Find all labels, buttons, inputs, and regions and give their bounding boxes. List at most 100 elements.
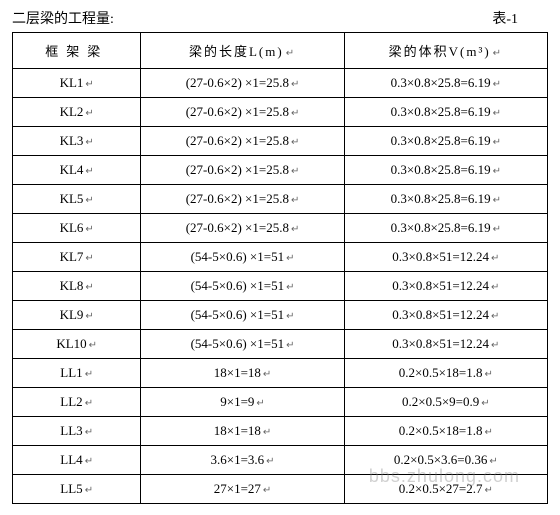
return-icon: ↵ [493, 166, 501, 177]
cell-text: LL4 [60, 452, 82, 467]
cell-text: 18×1=18 [214, 365, 261, 380]
return-icon: ↵ [493, 137, 501, 148]
cell-text: 0.3×0.8×25.8=6.19 [391, 191, 491, 206]
return-icon: ↵ [286, 340, 294, 351]
cell-text: (27-0.6×2) ×1=25.8 [186, 104, 289, 119]
table-row: KL7↵(54-5×0.6) ×1=51↵0.3×0.8×51=12.24↵ [13, 243, 548, 272]
return-icon: ↵ [493, 195, 501, 206]
table-row: LL1↵18×1=18↵0.2×0.5×18=1.8↵ [13, 359, 548, 388]
return-icon: ↵ [291, 79, 299, 90]
return-icon: ↵ [85, 456, 93, 467]
cell-beam: LL4↵ [13, 446, 141, 475]
cell-length: (54-5×0.6) ×1=51↵ [141, 272, 344, 301]
cell-text: KL6 [60, 220, 84, 235]
cell-text: 18×1=18 [214, 423, 261, 438]
table-row: KL5↵(27-0.6×2) ×1=25.8↵0.3×0.8×25.8=6.19… [13, 185, 548, 214]
return-icon: ↵ [291, 195, 299, 206]
table-row: KL1↵(27-0.6×2) ×1=25.8↵0.3×0.8×25.8=6.19… [13, 69, 548, 98]
cell-length: 9×1=9↵ [141, 388, 344, 417]
return-icon: ↵ [493, 79, 501, 90]
table-header-row: 框架梁 梁的长度L(m)↵ 梁的体积V(m³)↵ [13, 33, 548, 69]
return-icon: ↵ [85, 137, 93, 148]
cell-length: 18×1=18↵ [141, 359, 344, 388]
cell-volume: 0.3×0.8×25.8=6.19↵ [344, 127, 547, 156]
cell-volume: 0.3×0.8×25.8=6.19↵ [344, 156, 547, 185]
cell-text: KL9 [60, 307, 84, 322]
return-icon: ↵ [263, 369, 271, 380]
table-row: KL10↵(54-5×0.6) ×1=51↵0.3×0.8×51=12.24↵ [13, 330, 548, 359]
cell-text: 0.2×0.5×18=1.8 [399, 423, 483, 438]
cell-text: KL1 [60, 75, 84, 90]
cell-length: (54-5×0.6) ×1=51↵ [141, 330, 344, 359]
cell-text: (27-0.6×2) ×1=25.8 [186, 133, 289, 148]
cell-text: (27-0.6×2) ×1=25.8 [186, 191, 289, 206]
col-header-beam-text: 框架梁 [45, 44, 108, 59]
cell-text: 0.2×0.5×18=1.8 [399, 365, 483, 380]
cell-volume: 0.3×0.8×25.8=6.19↵ [344, 98, 547, 127]
cell-text: (54-5×0.6) ×1=51 [191, 336, 284, 351]
return-icon: ↵ [291, 137, 299, 148]
cell-beam: KL8↵ [13, 272, 141, 301]
cell-text: (54-5×0.6) ×1=51 [191, 278, 284, 293]
col-header-length: 梁的长度L(m)↵ [141, 33, 344, 69]
return-icon: ↵ [489, 456, 497, 467]
table-row: KL6↵(27-0.6×2) ×1=25.8↵0.3×0.8×25.8=6.19… [13, 214, 548, 243]
return-icon: ↵ [493, 48, 503, 59]
return-icon: ↵ [481, 398, 489, 409]
cell-length: (27-0.6×2) ×1=25.8↵ [141, 214, 344, 243]
cell-volume: 0.3×0.8×25.8=6.19↵ [344, 214, 547, 243]
return-icon: ↵ [485, 485, 493, 496]
return-icon: ↵ [263, 427, 271, 438]
cell-beam: LL3↵ [13, 417, 141, 446]
return-icon: ↵ [286, 311, 294, 322]
cell-text: 0.3×0.8×25.8=6.19 [391, 220, 491, 235]
return-icon: ↵ [491, 282, 499, 293]
col-header-length-text: 梁的长度L(m) [189, 44, 284, 59]
cell-length: 3.6×1=3.6↵ [141, 446, 344, 475]
cell-text: (27-0.6×2) ×1=25.8 [186, 75, 289, 90]
cell-text: KL4 [60, 162, 84, 177]
cell-volume: 0.2×0.5×9=0.9↵ [344, 388, 547, 417]
cell-volume: 0.3×0.8×51=12.24↵ [344, 243, 547, 272]
return-icon: ↵ [85, 282, 93, 293]
cell-length: (27-0.6×2) ×1=25.8↵ [141, 127, 344, 156]
col-header-volume-text: 梁的体积V(m³) [389, 44, 491, 59]
cell-length: (54-5×0.6) ×1=51↵ [141, 301, 344, 330]
page-title: 二层梁的工程量: [12, 8, 114, 28]
cell-volume: 0.3×0.8×25.8=6.19↵ [344, 69, 547, 98]
cell-volume: 0.2×0.5×3.6=0.36↵ [344, 446, 547, 475]
table-number: 表-1 [492, 8, 518, 28]
cell-text: KL10 [56, 336, 86, 351]
return-icon: ↵ [491, 253, 499, 264]
cell-text: (54-5×0.6) ×1=51 [191, 249, 284, 264]
cell-beam: KL1↵ [13, 69, 141, 98]
header-row: 二层梁的工程量: 表-1 [12, 8, 548, 28]
cell-length: 27×1=27↵ [141, 475, 344, 504]
table-row: LL3↵18×1=18↵ 0.2×0.5×18=1.8 ↵ [13, 417, 548, 446]
cell-length: 18×1=18↵ [141, 417, 344, 446]
cell-length: (27-0.6×2) ×1=25.8↵ [141, 185, 344, 214]
cell-beam: KL7↵ [13, 243, 141, 272]
cell-text: KL3 [60, 133, 84, 148]
cell-text: 3.6×1=3.6 [211, 452, 265, 467]
return-icon: ↵ [263, 485, 271, 496]
return-icon: ↵ [266, 456, 274, 467]
cell-text: (27-0.6×2) ×1=25.8 [186, 220, 289, 235]
col-header-beam: 框架梁 [13, 33, 141, 69]
cell-volume: 0.3×0.8×25.8=6.19↵ [344, 185, 547, 214]
cell-beam: KL5↵ [13, 185, 141, 214]
return-icon: ↵ [286, 48, 296, 59]
cell-text: 0.3×0.8×51=12.24 [392, 336, 489, 351]
table-row: KL8↵(54-5×0.6) ×1=51↵0.3×0.8×51=12.24↵ [13, 272, 548, 301]
col-header-volume: 梁的体积V(m³)↵ [344, 33, 547, 69]
return-icon: ↵ [85, 398, 93, 409]
cell-beam: KL9↵ [13, 301, 141, 330]
return-icon: ↵ [493, 108, 501, 119]
cell-beam: KL2↵ [13, 98, 141, 127]
return-icon: ↵ [85, 253, 93, 264]
return-icon: ↵ [286, 282, 294, 293]
return-icon: ↵ [85, 224, 93, 235]
return-icon: ↵ [85, 166, 93, 177]
table-row: LL5↵27×1=27↵0.2×0.5×27=2.7↵ [13, 475, 548, 504]
return-icon: ↵ [291, 224, 299, 235]
